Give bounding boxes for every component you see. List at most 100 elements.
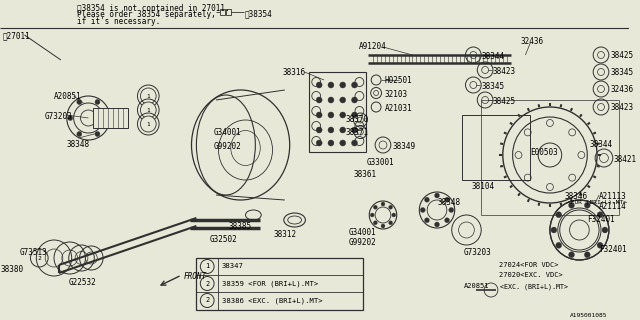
Circle shape [328,97,334,103]
Text: A21031: A21031 [385,104,413,113]
Text: G32502: G32502 [209,235,237,244]
Circle shape [340,140,346,146]
Text: G34001: G34001 [349,228,376,237]
Circle shape [328,82,334,88]
Text: <FOR (BRI+L).MT>: <FOR (BRI+L).MT> [566,200,627,205]
Text: 27024<FOR VDC>: 27024<FOR VDC> [499,262,558,268]
Circle shape [388,221,392,225]
Circle shape [140,116,156,132]
Text: 32103: 32103 [385,90,408,99]
Text: ‸38354 is not contained in 27011.: ‸38354 is not contained in 27011. [77,3,229,12]
Text: E00503: E00503 [531,148,558,157]
Circle shape [77,100,82,104]
Text: 38312: 38312 [273,230,296,239]
Text: 1: 1 [147,122,150,126]
Text: A91204: A91204 [358,42,386,51]
Text: 2: 2 [205,281,209,286]
Text: 38425: 38425 [611,51,634,60]
Bar [93,108,127,128]
Circle shape [340,97,346,103]
Circle shape [424,218,429,223]
Circle shape [597,212,603,218]
Text: 38104: 38104 [472,182,495,191]
Text: 38348: 38348 [437,198,460,207]
Circle shape [95,132,100,137]
Circle shape [316,127,322,133]
Text: A21114: A21114 [599,202,627,211]
Text: 38348: 38348 [67,140,90,149]
Text: F32401: F32401 [599,245,627,254]
Text: 38421: 38421 [614,155,637,164]
Text: 2: 2 [37,255,41,260]
Text: 1: 1 [205,263,209,269]
Text: 38386 <EXC. (BRI+L).MT>: 38386 <EXC. (BRI+L).MT> [222,298,323,304]
Text: 38423: 38423 [611,103,634,112]
Text: 38361: 38361 [353,170,377,179]
Circle shape [140,102,156,118]
Text: G99202: G99202 [214,142,242,151]
Text: G99202: G99202 [349,238,376,247]
Circle shape [351,82,358,88]
Circle shape [351,112,358,118]
Circle shape [449,207,454,212]
Circle shape [316,140,322,146]
Circle shape [381,224,385,228]
Text: <EXC. (BRI+L).MT>: <EXC. (BRI+L).MT> [496,283,568,290]
Circle shape [340,112,346,118]
Bar [196,258,364,310]
Circle shape [316,112,322,118]
Text: 38370: 38370 [346,115,369,124]
Circle shape [104,116,109,121]
Bar [220,9,225,15]
Text: 38349: 38349 [393,142,416,151]
Bar [226,9,231,15]
Text: ‸38354: ‸38354 [244,9,272,18]
Text: H02501: H02501 [385,76,413,85]
Text: 38423: 38423 [493,67,516,76]
Circle shape [140,88,156,104]
Text: 38347: 38347 [222,263,244,269]
Circle shape [68,116,73,121]
Text: 38345: 38345 [611,68,634,77]
Text: G73203: G73203 [44,112,72,121]
Circle shape [340,127,346,133]
Circle shape [373,205,378,209]
Text: 38346: 38346 [564,192,588,201]
Text: Please order 38354 separately,: Please order 38354 separately, [77,10,215,19]
Circle shape [435,222,440,227]
Text: G73513: G73513 [20,248,47,257]
Bar [461,115,531,180]
Text: 38380: 38380 [1,265,24,274]
Circle shape [316,82,322,88]
Text: 27020<EXC. VDC>: 27020<EXC. VDC> [499,272,563,278]
Circle shape [584,202,590,208]
Text: A21113: A21113 [599,192,627,201]
Text: FRONT: FRONT [184,272,207,281]
Circle shape [351,140,358,146]
Text: A20851: A20851 [463,283,489,289]
Circle shape [556,212,562,218]
Text: 38345: 38345 [481,82,504,91]
Circle shape [351,97,358,103]
Circle shape [388,205,392,209]
Circle shape [370,213,374,217]
Text: if it's necessary.: if it's necessary. [77,17,160,26]
Circle shape [584,252,590,258]
Circle shape [328,112,334,118]
Circle shape [435,193,440,198]
Text: G73203: G73203 [463,248,492,257]
Circle shape [95,100,100,104]
Text: 2: 2 [205,298,209,303]
Text: 38385: 38385 [229,222,252,231]
Circle shape [328,140,334,146]
Text: 32436: 32436 [520,37,543,46]
Circle shape [420,207,425,212]
Text: 38344: 38344 [481,52,504,61]
Circle shape [568,202,575,208]
Text: A20851: A20851 [54,92,82,101]
Text: 1: 1 [147,93,150,99]
Circle shape [597,242,603,248]
Text: F32401: F32401 [588,215,615,224]
Circle shape [445,218,449,223]
Circle shape [351,127,358,133]
